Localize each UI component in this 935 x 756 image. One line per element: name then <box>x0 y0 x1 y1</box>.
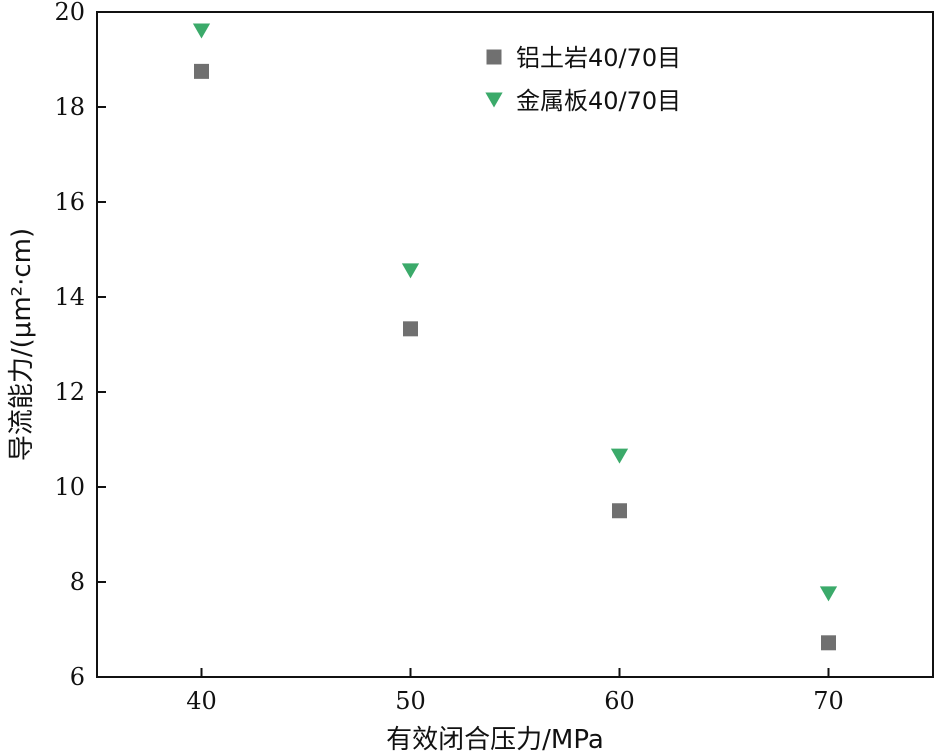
legend-triangle-icon <box>485 92 503 108</box>
triangle-point <box>819 586 838 602</box>
plot-area <box>96 11 934 678</box>
y-tick-label: 8 <box>70 568 85 596</box>
x-tick-label: 70 <box>813 687 844 715</box>
y-tick-label: 12 <box>54 378 85 406</box>
y-tick-label: 16 <box>54 188 85 216</box>
y-tick-label: 18 <box>54 93 85 121</box>
triangle-point <box>192 23 211 39</box>
plot-frame <box>96 11 934 678</box>
x-tick-label: 60 <box>604 687 635 715</box>
series-2 <box>192 23 838 602</box>
triangle-point <box>401 263 420 279</box>
y-tick-label: 10 <box>54 473 85 501</box>
square-point <box>821 635 836 651</box>
square-point <box>612 503 627 519</box>
y-axis: 6 8 10 12 14 16 18 20 <box>54 0 106 691</box>
y-tick-label: 20 <box>54 0 85 26</box>
x-axis-title: 有效闭合压力/MPa <box>386 725 604 755</box>
x-axis: 40 50 60 70 <box>186 668 844 715</box>
y-axis-title: 导流能力/(μm²·cm) <box>7 228 37 461</box>
square-point <box>403 321 418 337</box>
triangle-point <box>610 448 629 464</box>
series-1 <box>194 63 836 651</box>
legend-square-icon <box>486 49 502 65</box>
legend-label: 金属板40/70目 <box>516 87 681 115</box>
y-tick-label: 14 <box>54 283 85 311</box>
x-tick-label: 50 <box>395 687 426 715</box>
y-tick-label: 6 <box>70 663 85 691</box>
x-tick-label: 40 <box>186 687 217 715</box>
data-series <box>192 23 838 651</box>
square-point <box>194 63 209 79</box>
legend-label: 铝土岩40/70目 <box>516 44 681 72</box>
